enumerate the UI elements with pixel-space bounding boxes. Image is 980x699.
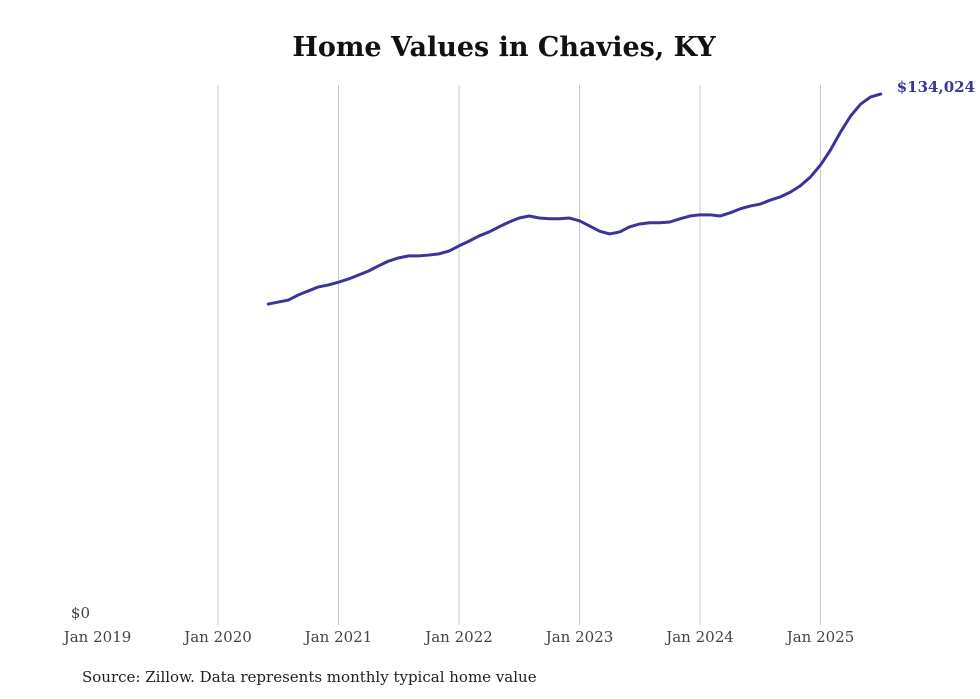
x-tick-label: Jan 2021	[303, 628, 373, 646]
x-tick-label: Jan 2024	[664, 628, 734, 646]
line-chart: Jan 2019 Jan 2020 Jan 2021 Jan 2022 Jan 2023…	[62, 78, 975, 646]
x-tick-label: Jan 2023	[544, 628, 614, 646]
source-note: Source: Zillow. Data represents monthly …	[82, 668, 537, 686]
x-tick-label: Jan 2025	[785, 628, 855, 646]
y-tick-label: $0	[71, 604, 90, 622]
end-value-label: $134,024	[897, 78, 975, 96]
x-tick-label: Jan 2019	[62, 628, 132, 646]
x-tick-label: Jan 2020	[182, 628, 252, 646]
series-line	[266, 92, 883, 306]
chart-title: Home Values in Chavies, KY	[292, 32, 716, 63]
x-tick-label: Jan 2022	[423, 628, 493, 646]
